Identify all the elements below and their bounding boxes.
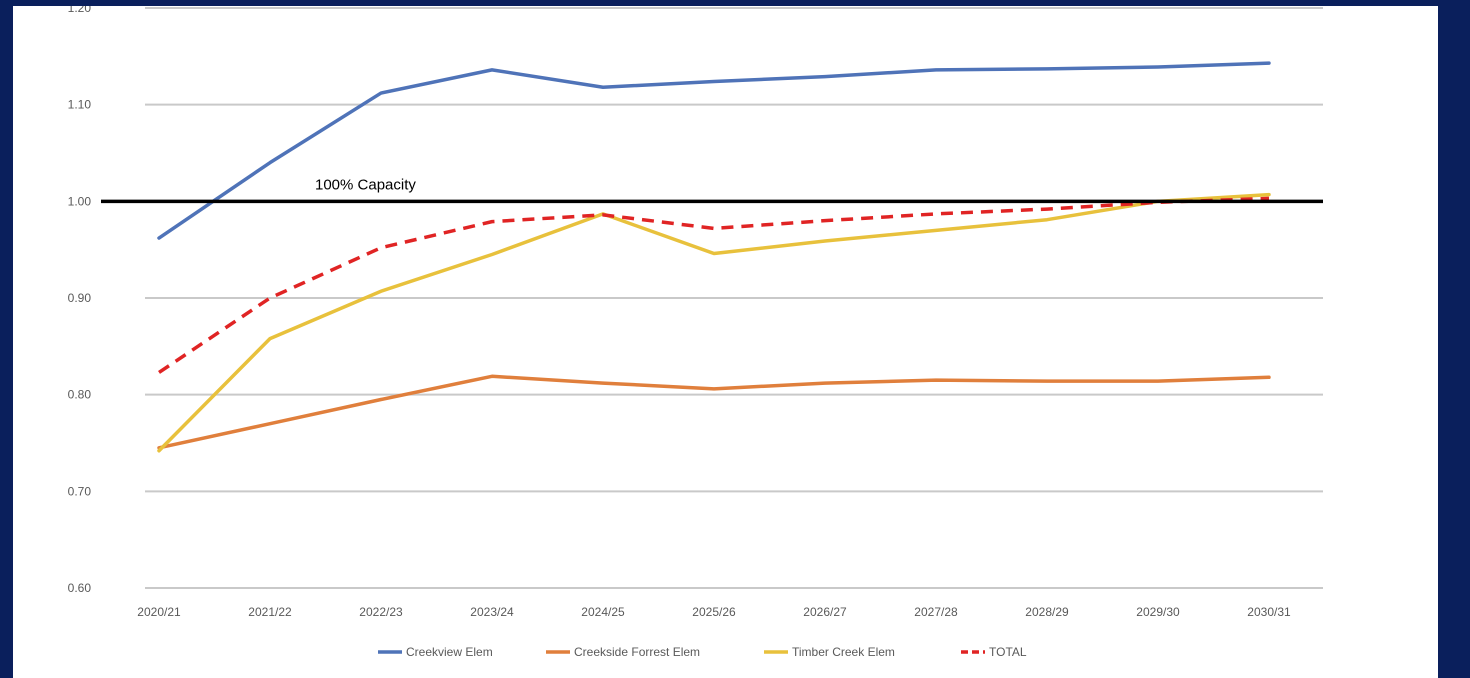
x-tick-label: 2022/23 — [359, 605, 403, 619]
series-line-timber-creek-elem — [157, 192, 1271, 453]
y-tick-label: 1.20 — [68, 6, 92, 15]
series-line-creekside-forrest-elem — [157, 374, 1271, 450]
legend-label: TOTAL — [989, 645, 1027, 659]
x-tick-label: 2023/24 — [470, 605, 514, 619]
gridlines — [145, 7, 1323, 589]
y-axis-ticks: 0.60 0.70 0.80 0.90 1.00 1.10 1.20 — [68, 6, 92, 595]
x-tick-label: 2028/29 — [1025, 605, 1069, 619]
x-tick-label: 2025/26 — [692, 605, 736, 619]
y-tick-label: 0.60 — [68, 581, 92, 595]
legend-label: Creekview Elem — [406, 645, 493, 659]
x-tick-label: 2020/21 — [137, 605, 181, 619]
legend: Creekview Elem Creekside Forrest Elem Timb… — [378, 645, 1027, 659]
y-tick-label: 0.70 — [68, 484, 92, 498]
y-tick-label: 1.10 — [68, 98, 92, 112]
capacity-annotation: 100% Capacity — [315, 176, 416, 193]
x-tick-label: 2027/28 — [914, 605, 958, 619]
x-axis-ticks: 2020/21 2021/22 2022/23 2023/24 2024/25 2025/… — [137, 605, 1291, 619]
series-line-total — [158, 196, 1270, 374]
x-tick-label: 2030/31 — [1247, 605, 1291, 619]
x-tick-label: 2029/30 — [1136, 605, 1180, 619]
chart-frame: 0.60 0.70 0.80 0.90 1.00 1.10 1.20 2020/21 2021… — [13, 6, 1438, 678]
legend-label: Timber Creek Elem — [792, 645, 895, 659]
x-tick-label: 2024/25 — [581, 605, 625, 619]
x-tick-label: 2021/22 — [248, 605, 292, 619]
y-tick-label: 1.00 — [68, 194, 92, 208]
series-lines — [157, 61, 1271, 453]
series-line-creekview-elem — [157, 61, 1271, 240]
y-tick-label: 0.80 — [68, 388, 92, 402]
legend-label: Creekside Forrest Elem — [574, 645, 700, 659]
x-tick-label: 2026/27 — [803, 605, 847, 619]
line-chart: 0.60 0.70 0.80 0.90 1.00 1.10 1.20 2020/21 2021… — [68, 6, 1323, 659]
y-tick-label: 0.90 — [68, 291, 92, 305]
